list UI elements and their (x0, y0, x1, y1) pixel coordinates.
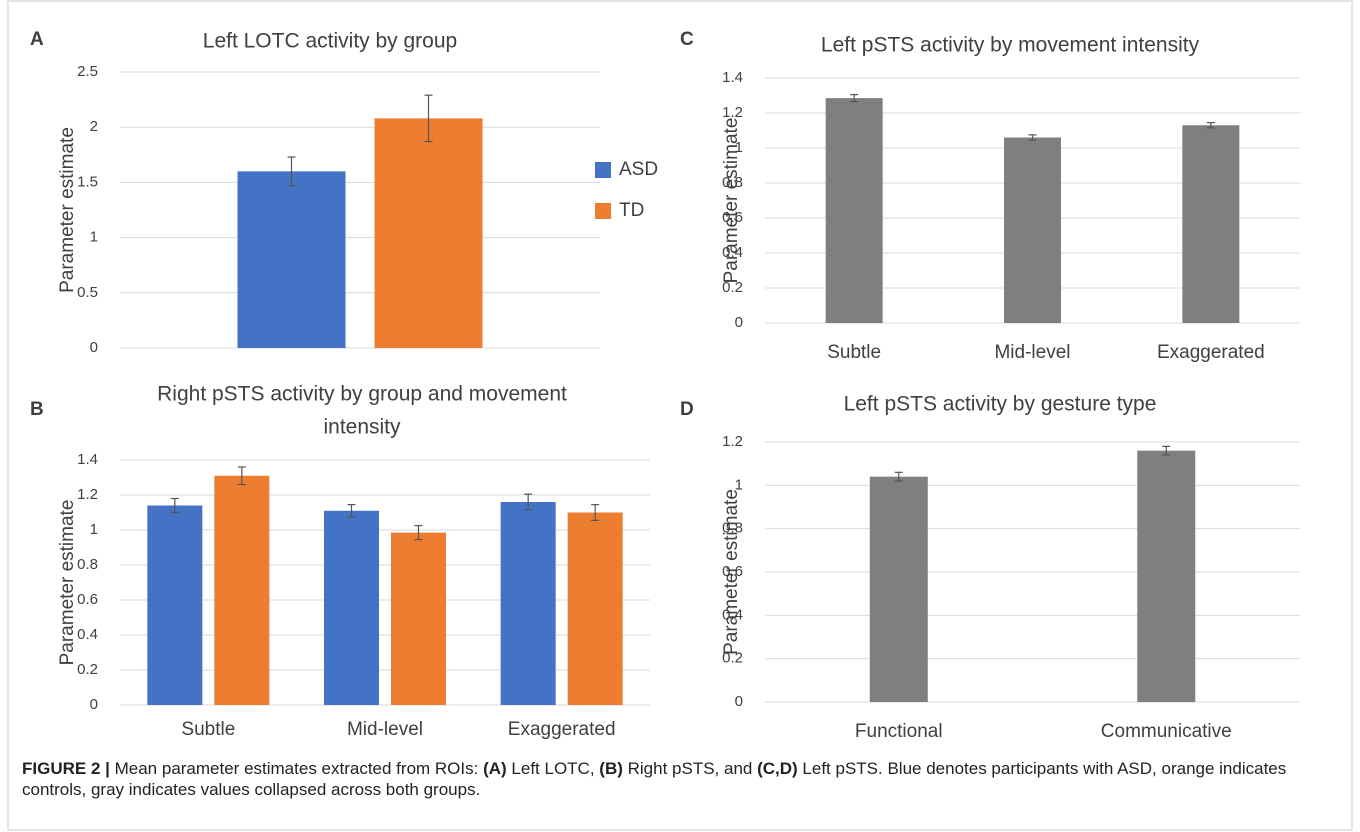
chart-title: Left LOTC activity by group (203, 30, 457, 53)
bar (324, 510, 379, 705)
x-tick-label: Mid-level (994, 342, 1070, 363)
y-tick-label: 0.6 (77, 591, 98, 608)
y-tick-label: 1.4 (77, 451, 98, 468)
y-tick-label: 0.2 (722, 279, 743, 296)
y-axis-label: Parameter estimate (721, 118, 742, 284)
bar (391, 532, 446, 705)
y-tick-label: 1.4 (722, 69, 743, 86)
y-tick-label: 1 (90, 229, 98, 246)
legend-label: TD (619, 200, 644, 221)
caption: FIGURE 2 | Mean parameter estimates extr… (22, 758, 1322, 800)
y-tick-label: 0.6 (722, 563, 743, 580)
y-tick-label: 2.5 (77, 63, 98, 80)
y-tick-label: 1.5 (77, 173, 98, 190)
caption-segment: Left LOTC, (506, 759, 600, 778)
caption-segment: Right pSTS, and (622, 759, 758, 778)
legend-swatch (595, 203, 611, 219)
y-tick-label: 1 (90, 521, 98, 538)
panel-label: B (30, 399, 44, 420)
caption-segment: Mean parameter estimates extracted from … (109, 759, 484, 778)
bar (374, 118, 483, 348)
y-tick-label: 1.2 (77, 486, 98, 503)
chart-title: Right pSTS activity by group and movemen… (157, 383, 567, 406)
x-tick-label: Subtle (181, 719, 235, 740)
legend-swatch (595, 162, 611, 178)
bar (1137, 450, 1196, 702)
y-tick-label: 0.8 (77, 556, 98, 573)
caption-segment: (A) (483, 759, 507, 778)
y-tick-label: 0.4 (77, 626, 98, 643)
y-tick-label: 0.6 (722, 209, 743, 226)
panel-label: D (680, 399, 694, 420)
bar (214, 475, 270, 705)
bar (869, 476, 928, 702)
figure-border (7, 0, 1353, 831)
bar (237, 171, 346, 348)
x-tick-label: Exaggerated (1157, 342, 1265, 363)
x-tick-label: Mid-level (347, 719, 423, 740)
caption-segment: (C,D) (757, 759, 798, 778)
x-tick-label: Communicative (1101, 721, 1232, 742)
y-tick-label: 0.5 (77, 284, 98, 301)
y-tick-label: 1 (735, 139, 743, 156)
bar (825, 98, 883, 323)
y-tick-label: 1.2 (722, 104, 743, 121)
bar (1004, 137, 1061, 323)
legend-label: ASD (619, 159, 658, 180)
bar (567, 512, 623, 705)
y-tick-label: 0.2 (77, 661, 98, 678)
y-tick-label: 2 (90, 118, 98, 135)
x-tick-label: Subtle (827, 342, 881, 363)
y-tick-label: 1.2 (722, 433, 743, 450)
y-tick-label: 1 (735, 476, 743, 493)
chart-title: Left pSTS activity by gesture type (844, 393, 1157, 416)
y-tick-label: 0.4 (722, 606, 743, 623)
y-tick-label: 0.2 (722, 650, 743, 667)
bar (500, 502, 556, 705)
y-tick-label: 0 (90, 339, 98, 356)
y-tick-label: 0.8 (722, 520, 743, 537)
chart-title: Left pSTS activity by movement intensity (821, 34, 1200, 57)
y-tick-label: 0 (735, 693, 743, 710)
y-axis-label: Parameter estimate (721, 489, 742, 655)
y-tick-label: 0 (735, 314, 743, 331)
panel-label: C (680, 29, 694, 50)
panel-label: A (30, 29, 44, 50)
chart-title: intensity (323, 416, 401, 439)
x-tick-label: Functional (855, 721, 943, 742)
y-axis-label: Parameter estimate (57, 500, 78, 666)
y-tick-label: 0.4 (722, 244, 743, 261)
caption-segment: FIGURE 2 | (22, 759, 110, 778)
bar (1182, 125, 1240, 323)
caption-segment: (B) (599, 759, 623, 778)
bar (147, 505, 203, 705)
caption-segment: Left pSTS. Blue denotes participants wit… (22, 759, 1291, 799)
y-tick-label: 0 (90, 696, 98, 713)
x-tick-label: Exaggerated (508, 719, 616, 740)
y-axis-label: Parameter estimate (57, 127, 78, 293)
y-tick-label: 0.8 (722, 174, 743, 191)
